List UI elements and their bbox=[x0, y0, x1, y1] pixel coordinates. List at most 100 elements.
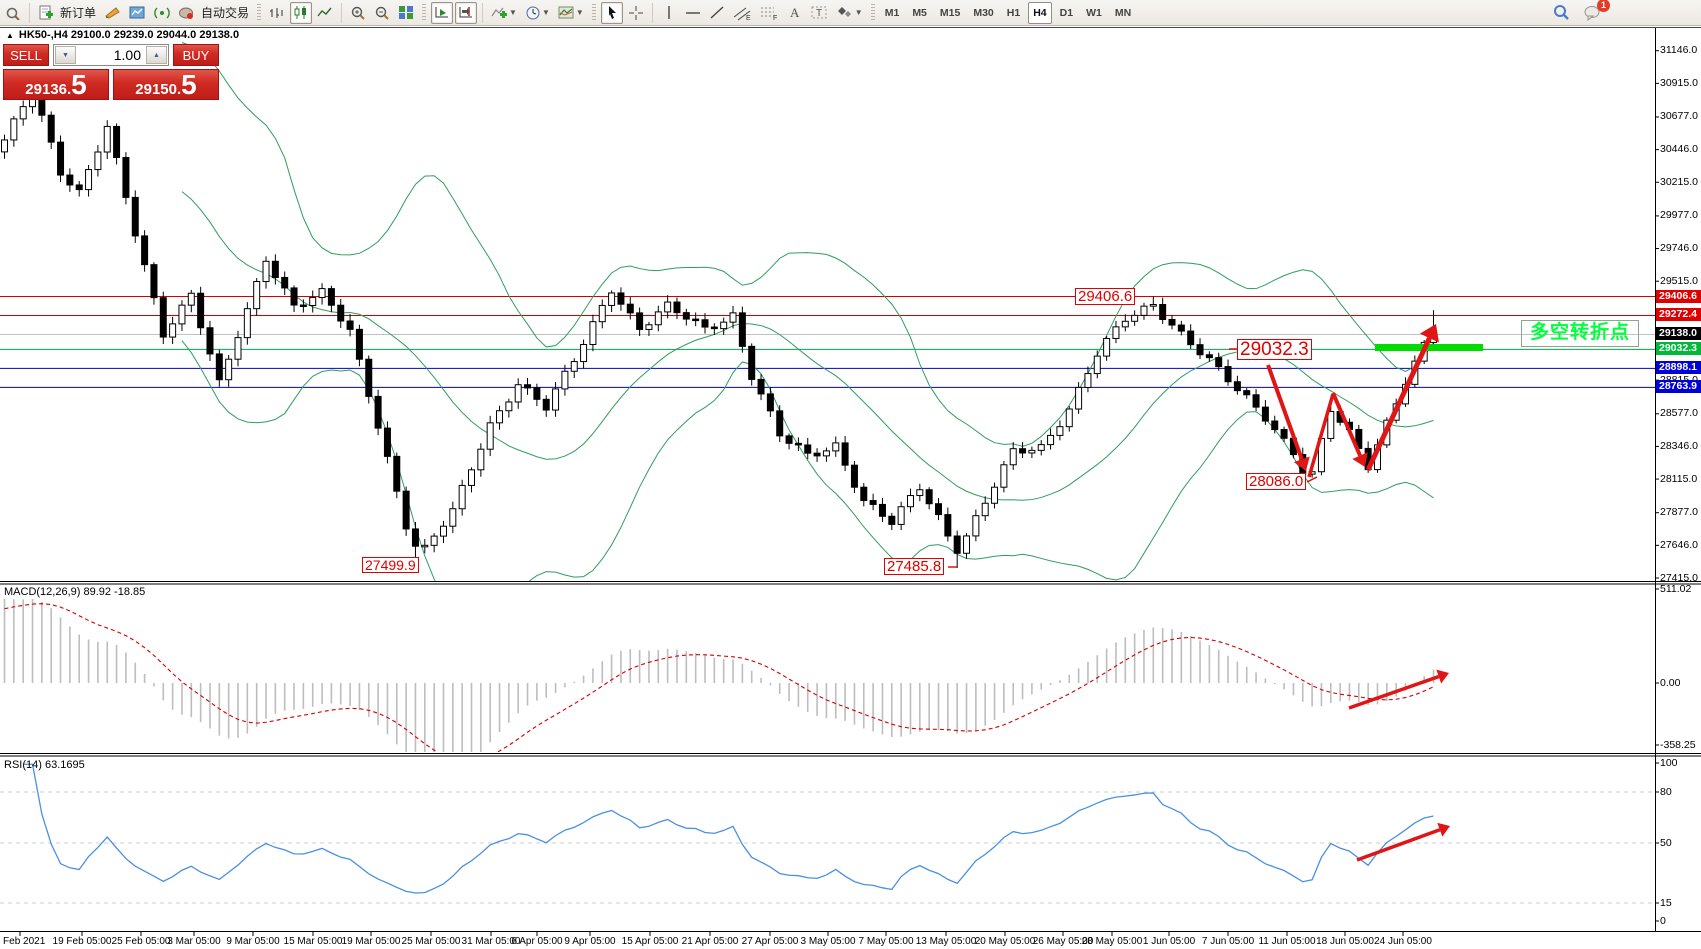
chart-price-annotation: 29406.6 bbox=[1075, 288, 1136, 305]
text-button[interactable]: A bbox=[784, 2, 806, 24]
signal-icon[interactable] bbox=[151, 2, 173, 24]
timeframe-M30[interactable]: M30 bbox=[973, 6, 994, 19]
zoom-out-button[interactable] bbox=[371, 2, 393, 24]
timeframe-H4[interactable]: H4 bbox=[1028, 1, 1052, 24]
timeframe-D1[interactable]: D1 bbox=[1059, 6, 1074, 19]
price-axis-tick: 30446.0 bbox=[1660, 143, 1698, 156]
price-axis-tick: 29977.0 bbox=[1660, 209, 1698, 222]
time-axis[interactable] bbox=[0, 932, 1655, 949]
auto-scroll-button[interactable] bbox=[431, 1, 454, 24]
macd-axis-tick: 511.02 bbox=[1660, 582, 1692, 595]
crosshair-button[interactable] bbox=[625, 2, 647, 24]
volume-increase-button[interactable]: ▲ bbox=[146, 46, 167, 64]
price-tag: 29032.3 bbox=[1656, 342, 1701, 356]
line-chart-button[interactable] bbox=[314, 2, 336, 24]
fibonacci-button[interactable]: F bbox=[757, 2, 782, 24]
sell-button[interactable]: SELL bbox=[3, 44, 49, 66]
timeframe-group: M1 M5 M15 M30 H1 H4 D1 W1 MN bbox=[880, 1, 1136, 24]
rsi-axis-tick: 80 bbox=[1660, 785, 1672, 798]
time-axis-label: 21 Apr 05:00 bbox=[681, 936, 739, 947]
price-axis-tick: 28346.0 bbox=[1660, 439, 1698, 452]
turning-point-note: 多空转折点 bbox=[1521, 320, 1639, 347]
rsi-axis-tick: 50 bbox=[1660, 836, 1672, 849]
price-axis-tick: 28115.0 bbox=[1660, 472, 1698, 485]
chart-price-annotation: 28086.0 bbox=[1246, 473, 1307, 490]
time-axis-label: 9 Mar 05:00 bbox=[226, 936, 280, 947]
buy-button[interactable]: BUY bbox=[173, 44, 219, 66]
autotrading-icon[interactable] bbox=[175, 2, 198, 24]
time-axis-label: 18 Jun 05:00 bbox=[1316, 936, 1374, 947]
sell-price-sep: . bbox=[66, 81, 72, 98]
notifications-icon[interactable]: 1 bbox=[1581, 0, 1610, 24]
time-axis-label: 26 May 05:00 bbox=[1032, 936, 1094, 947]
indicators-button[interactable]: ▼ bbox=[488, 2, 520, 24]
sell-price-pips: 5 bbox=[71, 69, 87, 100]
time-axis-label: 6 Apr 05:00 bbox=[511, 936, 563, 947]
shapes-button[interactable]: ▼ bbox=[833, 2, 866, 24]
time-axis-label: 19 Feb 05:00 bbox=[52, 936, 112, 947]
equidistant-channel-button[interactable]: E bbox=[730, 2, 755, 24]
price-tag: 28763.9 bbox=[1656, 380, 1701, 394]
time-axis-label: 28 May 05:00 bbox=[1081, 936, 1143, 947]
collapse-panel-icon[interactable]: ▲ bbox=[6, 30, 14, 40]
timeframe-MN[interactable]: MN bbox=[1114, 6, 1132, 19]
volume-spinner: ▼ 1.00 ▲ bbox=[53, 44, 169, 66]
rsi-label: RSI(14) 63.1695 bbox=[4, 759, 85, 771]
price-tag: 29406.6 bbox=[1656, 289, 1701, 303]
periods-button[interactable]: ▼ bbox=[522, 2, 553, 24]
price-axis-tick: 27415.0 bbox=[1660, 571, 1698, 584]
vertical-line-button[interactable] bbox=[658, 2, 680, 24]
timeframe-H1[interactable]: H1 bbox=[1006, 6, 1021, 19]
separator bbox=[482, 2, 484, 23]
time-axis-label: 15 Mar 05:00 bbox=[283, 936, 343, 947]
text-label-button[interactable]: T bbox=[808, 2, 831, 24]
tile-windows-button[interactable] bbox=[395, 2, 417, 24]
time-axis-label: 24 Jun 05:00 bbox=[1374, 936, 1432, 947]
zoom-in-button[interactable] bbox=[347, 2, 369, 24]
search-icon[interactable] bbox=[1550, 2, 1573, 24]
cursor-button[interactable] bbox=[600, 1, 623, 24]
timeframe-W1[interactable]: W1 bbox=[1086, 6, 1102, 19]
time-axis-label: 7 Jun 05:00 bbox=[1201, 936, 1255, 947]
time-axis-label: 25 Feb 05:00 bbox=[111, 936, 171, 947]
symbol-ohlc-text: HK50-,H4 29100.0 29239.0 29044.0 29138.0 bbox=[18, 29, 240, 41]
toolbar-right: 1 bbox=[1550, 0, 1610, 24]
snapshot-icon[interactable] bbox=[126, 2, 149, 24]
volume-decrease-button[interactable]: ▼ bbox=[55, 46, 76, 64]
time-axis-label: 20 May 05:00 bbox=[974, 936, 1036, 947]
timeframe-M5[interactable]: M5 bbox=[912, 6, 927, 19]
bar-chart-button[interactable] bbox=[266, 2, 288, 24]
toolbar-grip[interactable] bbox=[257, 3, 262, 22]
templates-button[interactable]: ▼ bbox=[555, 2, 587, 24]
buy-price-main: 29150 bbox=[135, 81, 177, 98]
timeframe-M15[interactable]: M15 bbox=[939, 6, 961, 19]
rsi-axis-tick: 15 bbox=[1660, 896, 1672, 909]
price-tag: 28898.1 bbox=[1656, 361, 1701, 375]
toolbar-grip[interactable] bbox=[870, 3, 875, 22]
chart-shift-button[interactable] bbox=[455, 1, 478, 24]
price-axis[interactable] bbox=[1656, 28, 1701, 931]
market-watch-icon[interactable] bbox=[2, 2, 24, 24]
toolbar-grip[interactable] bbox=[591, 3, 596, 22]
toolbar-grip[interactable] bbox=[422, 3, 427, 22]
time-axis-label: 13 May 05:00 bbox=[915, 936, 977, 947]
time-axis-label: 11 Jun 05:00 bbox=[1258, 936, 1316, 947]
crayon-icon[interactable] bbox=[101, 2, 124, 24]
autotrading-label[interactable]: 自动交易 bbox=[201, 6, 250, 20]
new-order-button[interactable] bbox=[35, 2, 57, 24]
candlestick-button[interactable] bbox=[290, 1, 313, 24]
time-axis-label: 19 Mar 05:00 bbox=[341, 936, 401, 947]
notification-badge: 1 bbox=[1597, 0, 1610, 12]
price-tag: 29272.4 bbox=[1656, 308, 1701, 322]
timeframe-M1[interactable]: M1 bbox=[884, 6, 900, 19]
time-axis-label: 1 Feb 2021 bbox=[0, 936, 46, 947]
volume-value[interactable]: 1.00 bbox=[113, 47, 141, 63]
buy-price[interactable]: 29150. 5 bbox=[113, 69, 219, 100]
macd-axis-tick: 0.00 bbox=[1660, 676, 1681, 689]
trendline-button[interactable] bbox=[706, 2, 728, 24]
time-axis-label: 3 May 05:00 bbox=[800, 936, 856, 947]
new-order-label[interactable]: 新订单 bbox=[60, 6, 97, 20]
horizontal-line-button[interactable] bbox=[682, 2, 704, 24]
sell-price[interactable]: 29136. 5 bbox=[3, 69, 109, 100]
